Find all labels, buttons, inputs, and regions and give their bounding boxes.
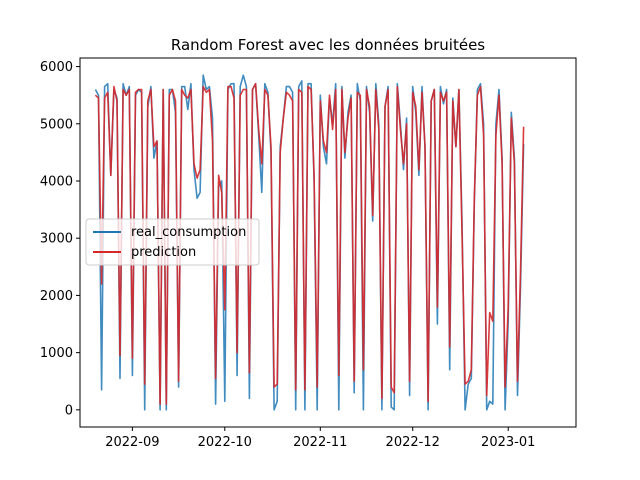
- x-tick-label: 2022-09: [105, 435, 159, 450]
- y-tick-label: 5000: [40, 117, 73, 132]
- x-tick-label: 2022-11: [293, 435, 347, 450]
- y-tick-label: 1000: [40, 346, 73, 361]
- legend: real_consumption prediction: [85, 218, 260, 266]
- plot-area: [94, 74, 525, 411]
- axes-frame: [79, 57, 577, 428]
- y-tick-label: 4000: [40, 175, 73, 190]
- chart-title: Random Forest avec les données bruitées: [171, 36, 485, 54]
- series-line-prediction: [94, 82, 525, 405]
- y-tick-label: 6000: [40, 60, 73, 75]
- x-axis: 2022-09 2022-10 2022-11 2022-12 2023-01: [105, 427, 535, 450]
- x-tick-label: 2022-12: [386, 435, 440, 450]
- legend-label-prediction: prediction: [131, 245, 196, 260]
- x-tick-label: 2022-10: [198, 435, 252, 450]
- x-tick-label: 2023-01: [481, 435, 535, 450]
- y-axis: 0 1000 2000 3000 4000 5000 6000: [40, 60, 80, 418]
- legend-box: [85, 218, 260, 266]
- y-tick-label: 3000: [40, 232, 73, 247]
- y-tick-label: 0: [65, 403, 73, 418]
- legend-label-real-consumption: real_consumption: [131, 225, 246, 240]
- y-tick-label: 2000: [40, 289, 73, 304]
